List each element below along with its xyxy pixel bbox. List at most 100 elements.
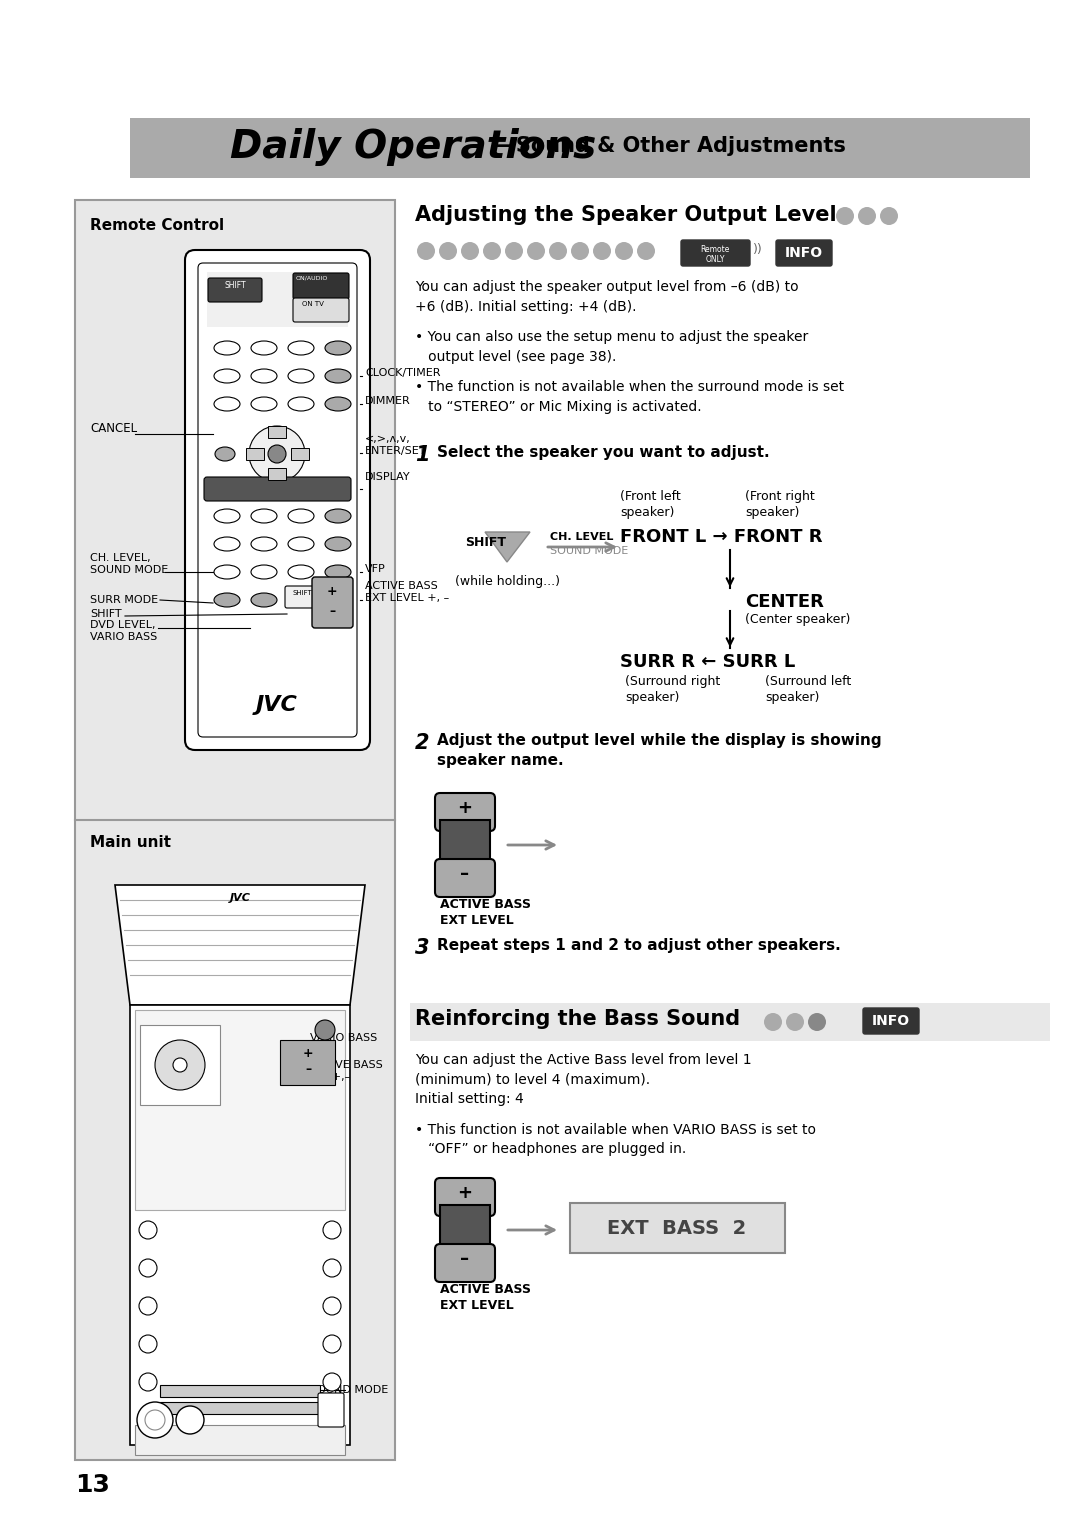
Circle shape bbox=[323, 1259, 341, 1277]
FancyBboxPatch shape bbox=[863, 1008, 919, 1034]
Text: VARIO BASS: VARIO BASS bbox=[310, 1033, 377, 1044]
Bar bbox=[135, 1426, 345, 1455]
Text: 13: 13 bbox=[75, 1473, 110, 1497]
Bar bbox=[440, 821, 490, 869]
Text: SHIFT: SHIFT bbox=[225, 281, 246, 290]
Text: SHIFT: SHIFT bbox=[465, 535, 507, 549]
Text: You can adjust the speaker output level from –6 (dB) to
+6 (dB). Initial setting: You can adjust the speaker output level … bbox=[415, 280, 798, 313]
Circle shape bbox=[173, 1057, 187, 1073]
Text: JVC: JVC bbox=[256, 695, 298, 715]
Circle shape bbox=[461, 241, 480, 260]
Bar bbox=[135, 1010, 345, 1210]
Ellipse shape bbox=[214, 341, 240, 354]
Circle shape bbox=[156, 1041, 205, 1089]
Text: (while holding...): (while holding...) bbox=[455, 575, 561, 588]
Circle shape bbox=[880, 206, 897, 225]
Bar bbox=[207, 272, 348, 327]
Bar bbox=[268, 426, 286, 439]
Ellipse shape bbox=[325, 341, 351, 354]
Text: ACTIVE BASS
EXT LEVEL +, –: ACTIVE BASS EXT LEVEL +, – bbox=[365, 581, 449, 604]
Text: –: – bbox=[460, 1250, 470, 1268]
Text: SHIFT: SHIFT bbox=[292, 590, 312, 596]
Text: SURR MODE: SURR MODE bbox=[90, 594, 158, 605]
Ellipse shape bbox=[215, 448, 235, 461]
Circle shape bbox=[315, 1021, 335, 1041]
FancyBboxPatch shape bbox=[777, 240, 832, 266]
FancyBboxPatch shape bbox=[204, 477, 351, 501]
FancyBboxPatch shape bbox=[435, 1244, 495, 1282]
Text: Main unit: Main unit bbox=[90, 834, 171, 850]
Text: 1: 1 bbox=[415, 445, 430, 465]
Bar bbox=[246, 448, 264, 460]
Text: DVD LEVEL,
VARIO BASS: DVD LEVEL, VARIO BASS bbox=[90, 620, 158, 642]
Ellipse shape bbox=[251, 536, 276, 552]
Text: SHIFT: SHIFT bbox=[90, 610, 122, 619]
Circle shape bbox=[268, 445, 286, 463]
Ellipse shape bbox=[325, 397, 351, 411]
Text: –: – bbox=[460, 865, 470, 883]
Text: CLOCK/TIMER: CLOCK/TIMER bbox=[365, 368, 441, 377]
Text: –: – bbox=[329, 605, 335, 617]
Text: +: + bbox=[458, 1184, 473, 1203]
Ellipse shape bbox=[325, 536, 351, 552]
Ellipse shape bbox=[251, 565, 276, 579]
Text: DIMMER: DIMMER bbox=[365, 396, 410, 406]
Bar bbox=[268, 468, 286, 480]
Circle shape bbox=[786, 1013, 804, 1031]
Circle shape bbox=[637, 241, 654, 260]
Text: speaker): speaker) bbox=[620, 506, 674, 520]
Circle shape bbox=[549, 241, 567, 260]
Circle shape bbox=[483, 241, 501, 260]
Bar bbox=[570, 1203, 785, 1253]
Text: SURR R ← SURR L: SURR R ← SURR L bbox=[620, 652, 795, 671]
Text: ON/AUDIO: ON/AUDIO bbox=[296, 277, 328, 281]
Text: +: + bbox=[302, 1047, 313, 1060]
Circle shape bbox=[137, 1403, 173, 1438]
Text: INFO: INFO bbox=[785, 246, 823, 260]
Circle shape bbox=[323, 1221, 341, 1239]
Text: —Sound & Other Adjustments: —Sound & Other Adjustments bbox=[495, 136, 846, 156]
Text: CENTER: CENTER bbox=[745, 593, 824, 611]
Bar bbox=[410, 1002, 1050, 1041]
Bar bbox=[160, 1403, 320, 1413]
Circle shape bbox=[176, 1406, 204, 1433]
Ellipse shape bbox=[325, 368, 351, 384]
Circle shape bbox=[139, 1221, 157, 1239]
FancyBboxPatch shape bbox=[681, 240, 750, 266]
Text: speaker): speaker) bbox=[765, 691, 820, 704]
Text: <,>,ʌ,v,
ENTER/SET: <,>,ʌ,v, ENTER/SET bbox=[365, 434, 427, 455]
Text: (Surround left: (Surround left bbox=[765, 675, 851, 688]
Text: )): )) bbox=[753, 243, 762, 257]
Text: (Front right: (Front right bbox=[745, 490, 814, 503]
Polygon shape bbox=[485, 532, 530, 562]
Bar bbox=[130, 1005, 350, 1445]
Ellipse shape bbox=[288, 565, 314, 579]
Text: VFP: VFP bbox=[365, 564, 386, 575]
Text: FRONT L → FRONT R: FRONT L → FRONT R bbox=[620, 529, 823, 545]
FancyBboxPatch shape bbox=[293, 274, 349, 299]
Ellipse shape bbox=[288, 536, 314, 552]
FancyBboxPatch shape bbox=[312, 578, 353, 628]
Ellipse shape bbox=[251, 397, 276, 411]
Ellipse shape bbox=[288, 509, 314, 523]
Circle shape bbox=[858, 206, 876, 225]
Circle shape bbox=[615, 241, 633, 260]
Ellipse shape bbox=[251, 368, 276, 384]
Text: Adjust the output level while the display is showing
speaker name.: Adjust the output level while the displa… bbox=[437, 733, 881, 767]
Ellipse shape bbox=[288, 341, 314, 354]
Text: Remote Control: Remote Control bbox=[90, 219, 225, 232]
Circle shape bbox=[323, 1297, 341, 1316]
Text: JVC: JVC bbox=[230, 892, 251, 903]
Bar bbox=[140, 1025, 220, 1105]
Text: ON TV: ON TV bbox=[302, 301, 324, 307]
Circle shape bbox=[417, 241, 435, 260]
Circle shape bbox=[808, 1013, 826, 1031]
Text: (Center speaker): (Center speaker) bbox=[745, 613, 850, 626]
Text: • This function is not available when VARIO BASS is set to
   “OFF” or headphone: • This function is not available when VA… bbox=[415, 1123, 816, 1157]
Text: Reinforcing the Bass Sound: Reinforcing the Bass Sound bbox=[415, 1008, 740, 1028]
Text: You can adjust the Active Bass level from level 1
(minimum) to level 4 (maximum): You can adjust the Active Bass level fro… bbox=[415, 1053, 752, 1106]
Bar bbox=[280, 1041, 335, 1085]
Circle shape bbox=[438, 241, 457, 260]
Ellipse shape bbox=[288, 368, 314, 384]
Text: ACTIVE BASS
EXT LEVEL: ACTIVE BASS EXT LEVEL bbox=[440, 898, 531, 927]
